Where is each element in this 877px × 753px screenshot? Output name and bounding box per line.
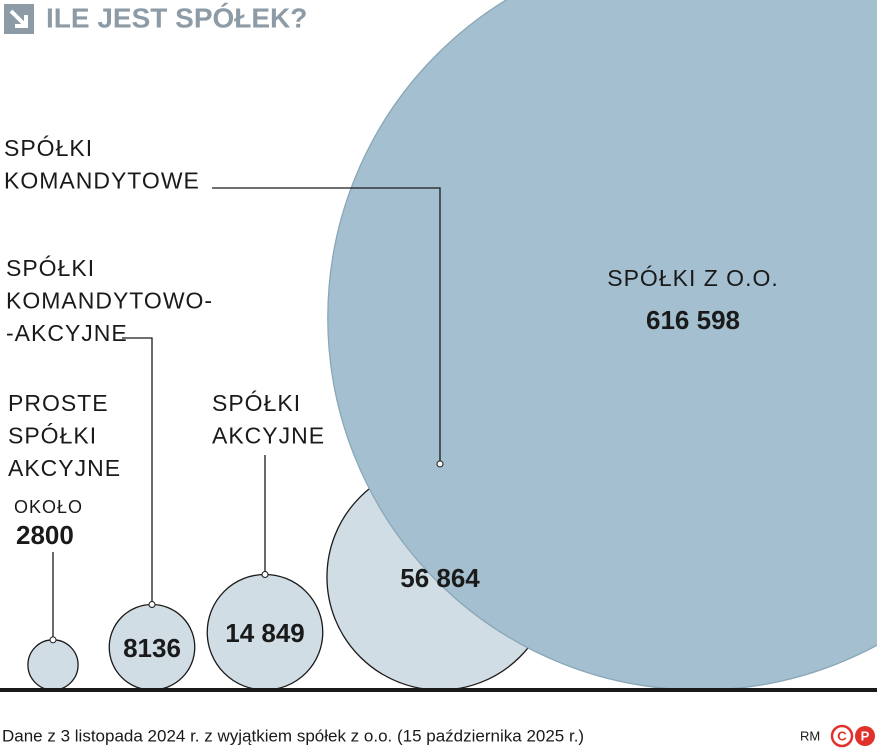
category-label: KOMANDYTOWE — [4, 168, 200, 194]
category-label: AKCYJNE — [212, 423, 325, 449]
title-icon — [4, 4, 34, 34]
category-label: SPÓŁKI — [8, 423, 97, 449]
leader-dot — [49, 636, 57, 644]
category-label: AKCYJNE — [8, 455, 121, 481]
chart-title: ILE JEST SPÓŁEK? — [46, 2, 307, 33]
logo-ring — [830, 724, 854, 748]
credit: RM — [800, 728, 820, 743]
bubble — [27, 639, 79, 690]
logo-ring — [855, 726, 875, 746]
leader-dot — [261, 570, 269, 578]
category-label: SPÓŁKI — [6, 255, 95, 281]
logo-letter: C — [837, 728, 847, 743]
value-label: 8136 — [123, 633, 181, 663]
leader-line — [212, 187, 441, 464]
note: Dane z 3 listopada 2024 r. z wyjątkiem s… — [2, 726, 584, 745]
category-label: KOMANDYTOWO- — [6, 288, 213, 314]
leader-dot — [436, 460, 444, 468]
bubble-layer — [27, 0, 877, 690]
annotation: OKOŁO — [14, 497, 83, 517]
value-label: 14 849 — [225, 618, 305, 648]
value-label: 56 864 — [400, 563, 480, 593]
category-label: PROSTE — [8, 390, 109, 416]
logo-letter: P — [861, 728, 870, 743]
leader-line — [122, 337, 153, 605]
value-label: 2800 — [16, 520, 74, 550]
bubble — [327, 0, 877, 690]
category-label: -AKCYJNE — [6, 320, 128, 346]
leader-dot — [148, 600, 156, 608]
category-label: SPÓŁKI — [4, 135, 93, 161]
value-label: 616 598 — [646, 305, 740, 335]
category-label: SPÓŁKI Z O.O. — [607, 265, 778, 291]
category-label: SPÓŁKI — [212, 390, 301, 416]
